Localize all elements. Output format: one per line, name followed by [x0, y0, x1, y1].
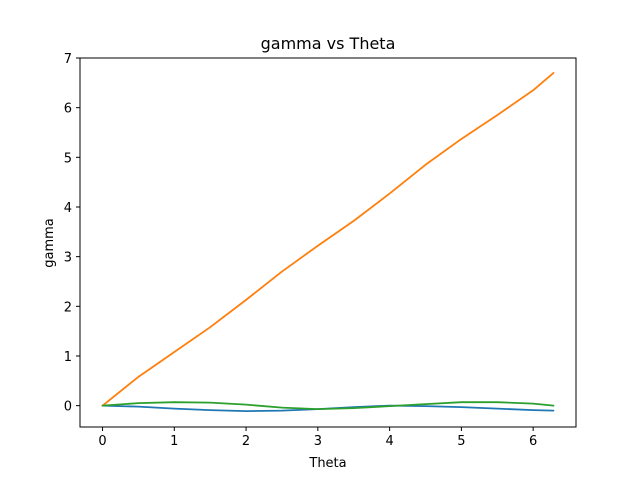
plot-frame: [79, 57, 577, 428]
y-tick-label: 3: [64, 251, 72, 266]
series-line-3: [101, 401, 555, 411]
y-tick-label: 2: [64, 300, 72, 315]
x-tick-label: 1: [170, 434, 178, 449]
series-line-2: [101, 72, 555, 407]
plot-area: [79, 57, 577, 428]
x-tick-label: 2: [242, 434, 250, 449]
y-tick-label: 5: [64, 151, 72, 166]
y-tick-label: 4: [64, 201, 72, 216]
y-axis: 0 1 2 3 4 5 6 7: [64, 52, 80, 415]
chart-title: gamma vs Theta: [261, 34, 396, 53]
x-tick-label: 6: [529, 434, 537, 449]
x-tick-label: 0: [98, 434, 106, 449]
y-tick-label: 1: [64, 350, 72, 365]
x-tick-label: 4: [385, 434, 393, 449]
y-tick-label: 7: [64, 52, 72, 67]
y-axis-label: gamma: [42, 218, 57, 268]
y-tick-label: 0: [64, 400, 72, 415]
x-tick-label: 5: [457, 434, 465, 449]
series-layer: [101, 72, 555, 413]
y-tick-label: 6: [64, 102, 72, 117]
x-tick-label: 3: [314, 434, 322, 449]
x-axis: 0 1 2 3 4 5 6: [98, 427, 537, 449]
x-axis-label: Theta: [308, 456, 346, 471]
